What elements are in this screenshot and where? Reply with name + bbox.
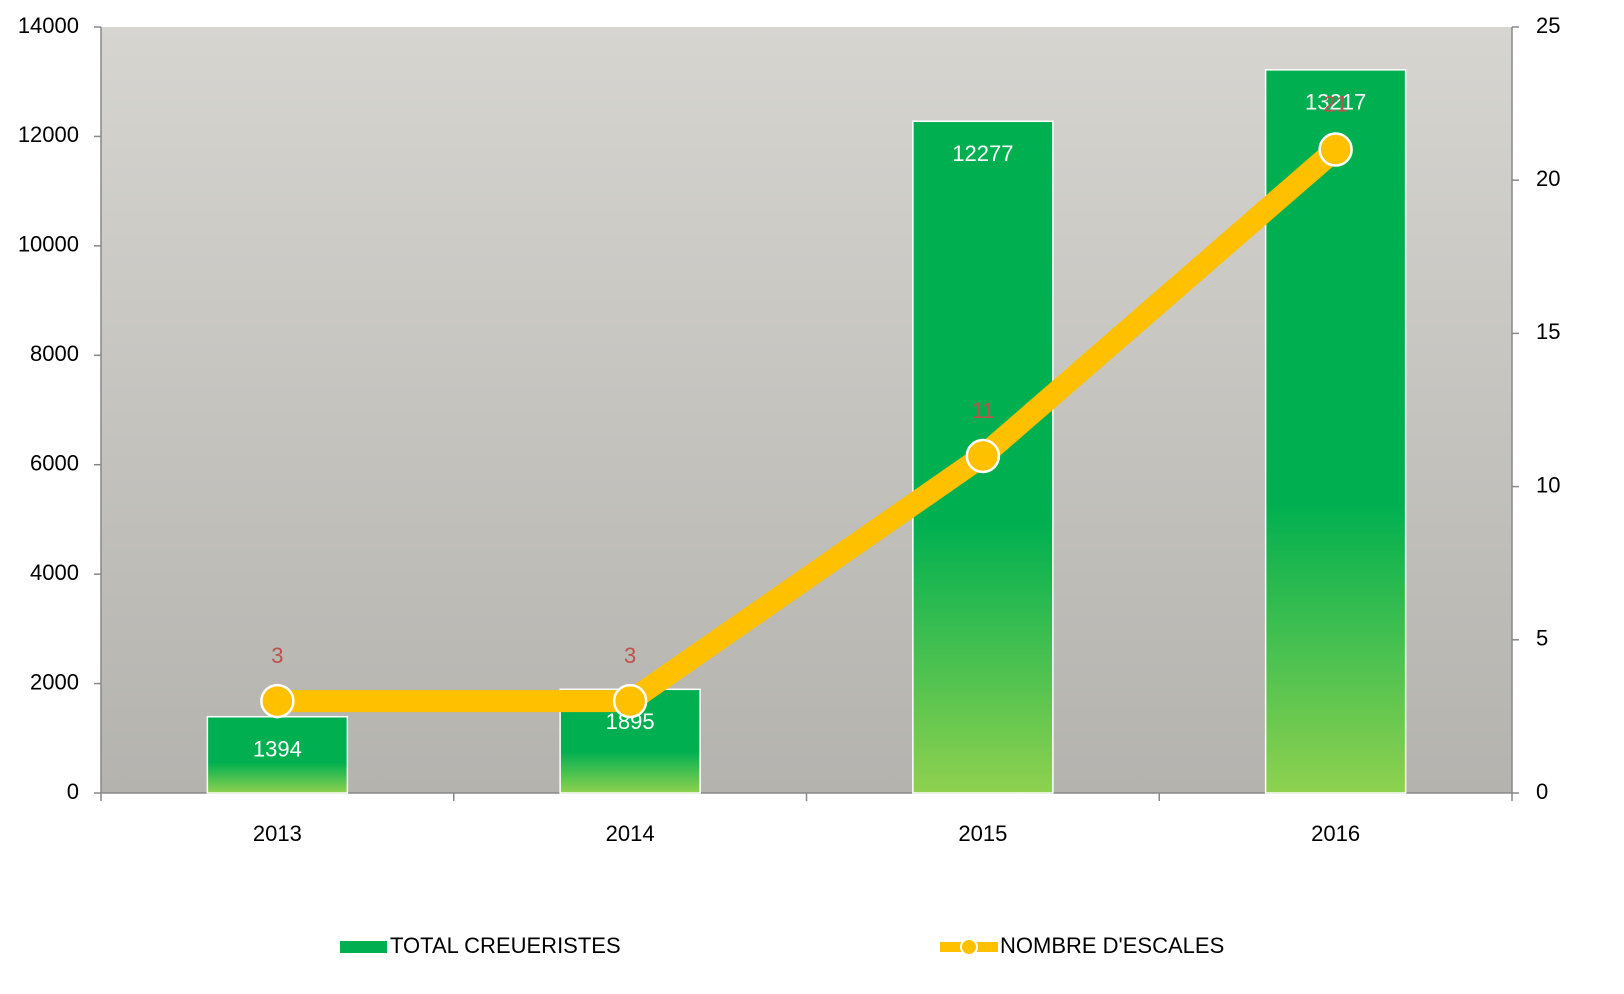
y-tick-label: 10000: [18, 232, 79, 257]
x-tick-label: 2014: [606, 821, 655, 846]
y-tick-label: 12000: [18, 122, 79, 147]
legend-swatch-point: [961, 939, 977, 955]
bar-label: 12277: [952, 141, 1013, 166]
y2-tick-label: 15: [1536, 319, 1560, 344]
bar-label: 1394: [253, 737, 302, 762]
y-tick-label: 6000: [30, 451, 79, 476]
line-point: [261, 685, 293, 717]
legend-label: NOMBRE D'ESCALES: [1000, 933, 1224, 958]
line-point: [614, 685, 646, 717]
y2-tick-label: 20: [1536, 166, 1560, 191]
y-tick-label: 14000: [18, 13, 79, 38]
x-tick-label: 2015: [958, 821, 1007, 846]
y2-tick-label: 5: [1536, 626, 1548, 651]
y-tick-label: 4000: [30, 560, 79, 585]
y-tick-label: 0: [67, 779, 79, 804]
legend-swatch: [340, 941, 387, 953]
line-label: 3: [271, 643, 283, 668]
line-point: [1320, 134, 1352, 166]
legend-label: TOTAL CREUERISTES: [390, 933, 621, 958]
y-tick-label: 2000: [30, 669, 79, 694]
x-tick-label: 2013: [253, 821, 302, 846]
y2-tick-label: 25: [1536, 13, 1560, 38]
y2-tick-label: 10: [1536, 472, 1560, 497]
y2-tick-label: 0: [1536, 779, 1548, 804]
line-label: 3: [624, 643, 636, 668]
x-tick-label: 2016: [1311, 821, 1360, 846]
y-tick-label: 8000: [30, 341, 79, 366]
line-label: 11: [971, 398, 994, 423]
line-label: 21: [1323, 91, 1347, 116]
chart: 0 2000 4000 6000 8000 10000 12000 14000 0 5 10 15 20…: [0, 0, 1624, 994]
line-point: [967, 440, 999, 472]
